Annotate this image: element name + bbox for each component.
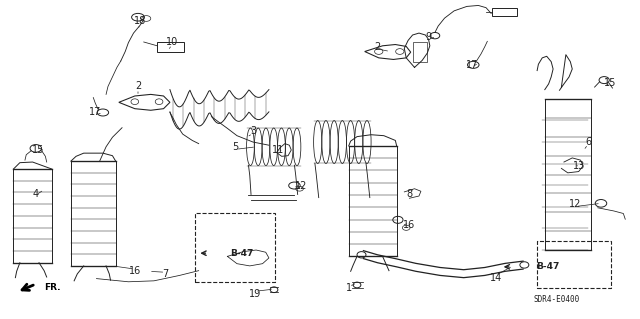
Bar [413, 42, 427, 62]
Text: 5: 5 [232, 142, 239, 152]
Text: 4: 4 [33, 189, 39, 199]
Text: 2: 2 [374, 42, 381, 52]
Text: B-47: B-47 [536, 262, 559, 271]
Text: 13: 13 [573, 161, 585, 171]
Text: 10: 10 [166, 37, 178, 47]
Bar [195, 213, 275, 282]
Text: 19: 19 [249, 288, 261, 299]
Text: FR.: FR. [44, 283, 61, 292]
Text: 7: 7 [163, 270, 168, 279]
Text: 1: 1 [346, 283, 352, 293]
Bar [349, 146, 397, 256]
Text: 6: 6 [585, 137, 591, 147]
Text: 18: 18 [134, 16, 146, 26]
Text: 12: 12 [294, 182, 307, 191]
Text: 11: 11 [273, 145, 285, 155]
Text: 15: 15 [31, 145, 44, 155]
Text: SDR4-E0400: SDR4-E0400 [533, 295, 579, 304]
Text: 16: 16 [403, 219, 415, 230]
Text: 17: 17 [466, 60, 478, 70]
Text: 8: 8 [406, 189, 412, 199]
Bar [537, 241, 611, 288]
Bar [157, 42, 184, 51]
Bar [13, 169, 52, 263]
Text: 16: 16 [129, 266, 141, 276]
Bar [492, 8, 516, 16]
Text: 9: 9 [426, 32, 431, 42]
Text: 15: 15 [604, 78, 617, 88]
Bar [545, 99, 591, 250]
Text: 2: 2 [135, 81, 141, 92]
Bar [71, 161, 116, 266]
Text: 3: 3 [250, 126, 256, 136]
Text: 14: 14 [490, 273, 502, 283]
Text: 17: 17 [89, 108, 101, 117]
Text: B-47: B-47 [230, 249, 254, 258]
Text: 12: 12 [569, 199, 582, 209]
